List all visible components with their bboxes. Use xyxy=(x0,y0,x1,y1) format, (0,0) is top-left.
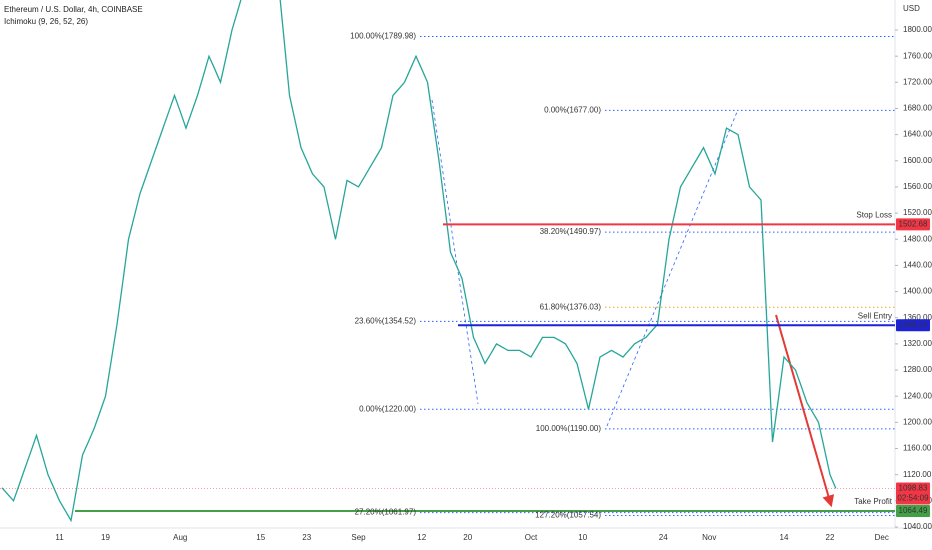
x-tick-label: Dec xyxy=(875,533,889,542)
x-tick-label: 20 xyxy=(463,533,472,542)
x-tick-label: 23 xyxy=(302,533,311,542)
y-tick-label: 1240.00 xyxy=(903,391,932,400)
price-tag-label: 1348.54 xyxy=(899,320,928,329)
axis-label: USD xyxy=(903,4,920,13)
y-tick-label: 1560.00 xyxy=(903,182,932,191)
indicator-label: Ichimoku (9, 26, 52, 26) xyxy=(4,17,88,26)
price-tag-label: 1064.49 xyxy=(899,506,928,515)
trade-level-label: Take Profit xyxy=(854,497,893,506)
y-tick-label: 1480.00 xyxy=(903,234,932,243)
y-tick-label: 1320.00 xyxy=(903,339,932,348)
fib-label: 100.00%(1789.98) xyxy=(350,32,416,41)
price-tag xyxy=(896,319,930,332)
x-tick-label: 19 xyxy=(101,533,110,542)
y-tick-label: 1040.00 xyxy=(903,522,932,531)
price-line xyxy=(1,0,837,523)
x-tick-label: 12 xyxy=(417,533,426,542)
fib-label: 23.60%(1354.52) xyxy=(355,316,417,325)
x-tick-label: 14 xyxy=(780,533,789,542)
price-tag xyxy=(896,218,930,231)
x-tick-label: Nov xyxy=(702,533,716,542)
fib-label: 127.20%(1057.54) xyxy=(535,511,601,520)
fib-label: 27.20%(1061.97) xyxy=(355,508,417,517)
y-tick-label: 1640.00 xyxy=(903,130,932,139)
y-tick-label: 1360.00 xyxy=(903,313,932,322)
fib-label: 38.20%(1490.97) xyxy=(540,227,602,236)
x-tick-label: 11 xyxy=(55,533,64,542)
price-tag xyxy=(896,482,930,505)
y-tick-label: 1600.00 xyxy=(903,156,932,165)
y-tick-label: 1120.00 xyxy=(903,470,932,479)
price-tag xyxy=(896,504,930,517)
trade-level-label: Stop Loss xyxy=(856,211,892,220)
x-tick-label: 15 xyxy=(256,533,265,542)
price-tag-label: 1502.68 xyxy=(899,220,928,229)
y-tick-label: 1760.00 xyxy=(903,51,932,60)
fib-label: 0.00%(1220.00) xyxy=(359,404,416,413)
y-tick-label: 1720.00 xyxy=(903,77,932,86)
y-tick-label: 1400.00 xyxy=(903,287,932,296)
y-tick-label: 1680.00 xyxy=(903,104,932,113)
price-tag-label: 1098.83 xyxy=(899,484,928,493)
countdown: 02:54:09 xyxy=(897,494,929,503)
x-tick-label: Oct xyxy=(525,533,538,542)
fib-label: 100.00%(1190.00) xyxy=(536,424,602,433)
y-tick-label: 1440.00 xyxy=(903,261,932,270)
fib-label: 61.80%(1376.03) xyxy=(540,302,602,311)
x-tick-label: Sep xyxy=(351,533,366,542)
y-tick-label: 1160.00 xyxy=(903,444,932,453)
x-tick-label: Aug xyxy=(173,533,187,542)
x-tick-label: 22 xyxy=(826,533,835,542)
trade-level-label: Sell Entry xyxy=(858,311,892,320)
arrow xyxy=(775,314,835,508)
y-tick-label: 1800.00 xyxy=(903,25,932,34)
plot-area xyxy=(0,0,895,523)
chart-title: Ethereum / U.S. Dollar, 4h, COINBASE xyxy=(4,5,143,14)
x-tick-label: 24 xyxy=(659,533,668,542)
y-tick-label: 1520.00 xyxy=(903,208,932,217)
fib-trend xyxy=(606,111,738,427)
x-tick-label: 10 xyxy=(578,533,587,542)
y-tick-label: 1200.00 xyxy=(903,417,932,426)
y-tick-label: 1280.00 xyxy=(903,365,932,374)
fib-label: 0.00%(1677.00) xyxy=(544,106,601,115)
